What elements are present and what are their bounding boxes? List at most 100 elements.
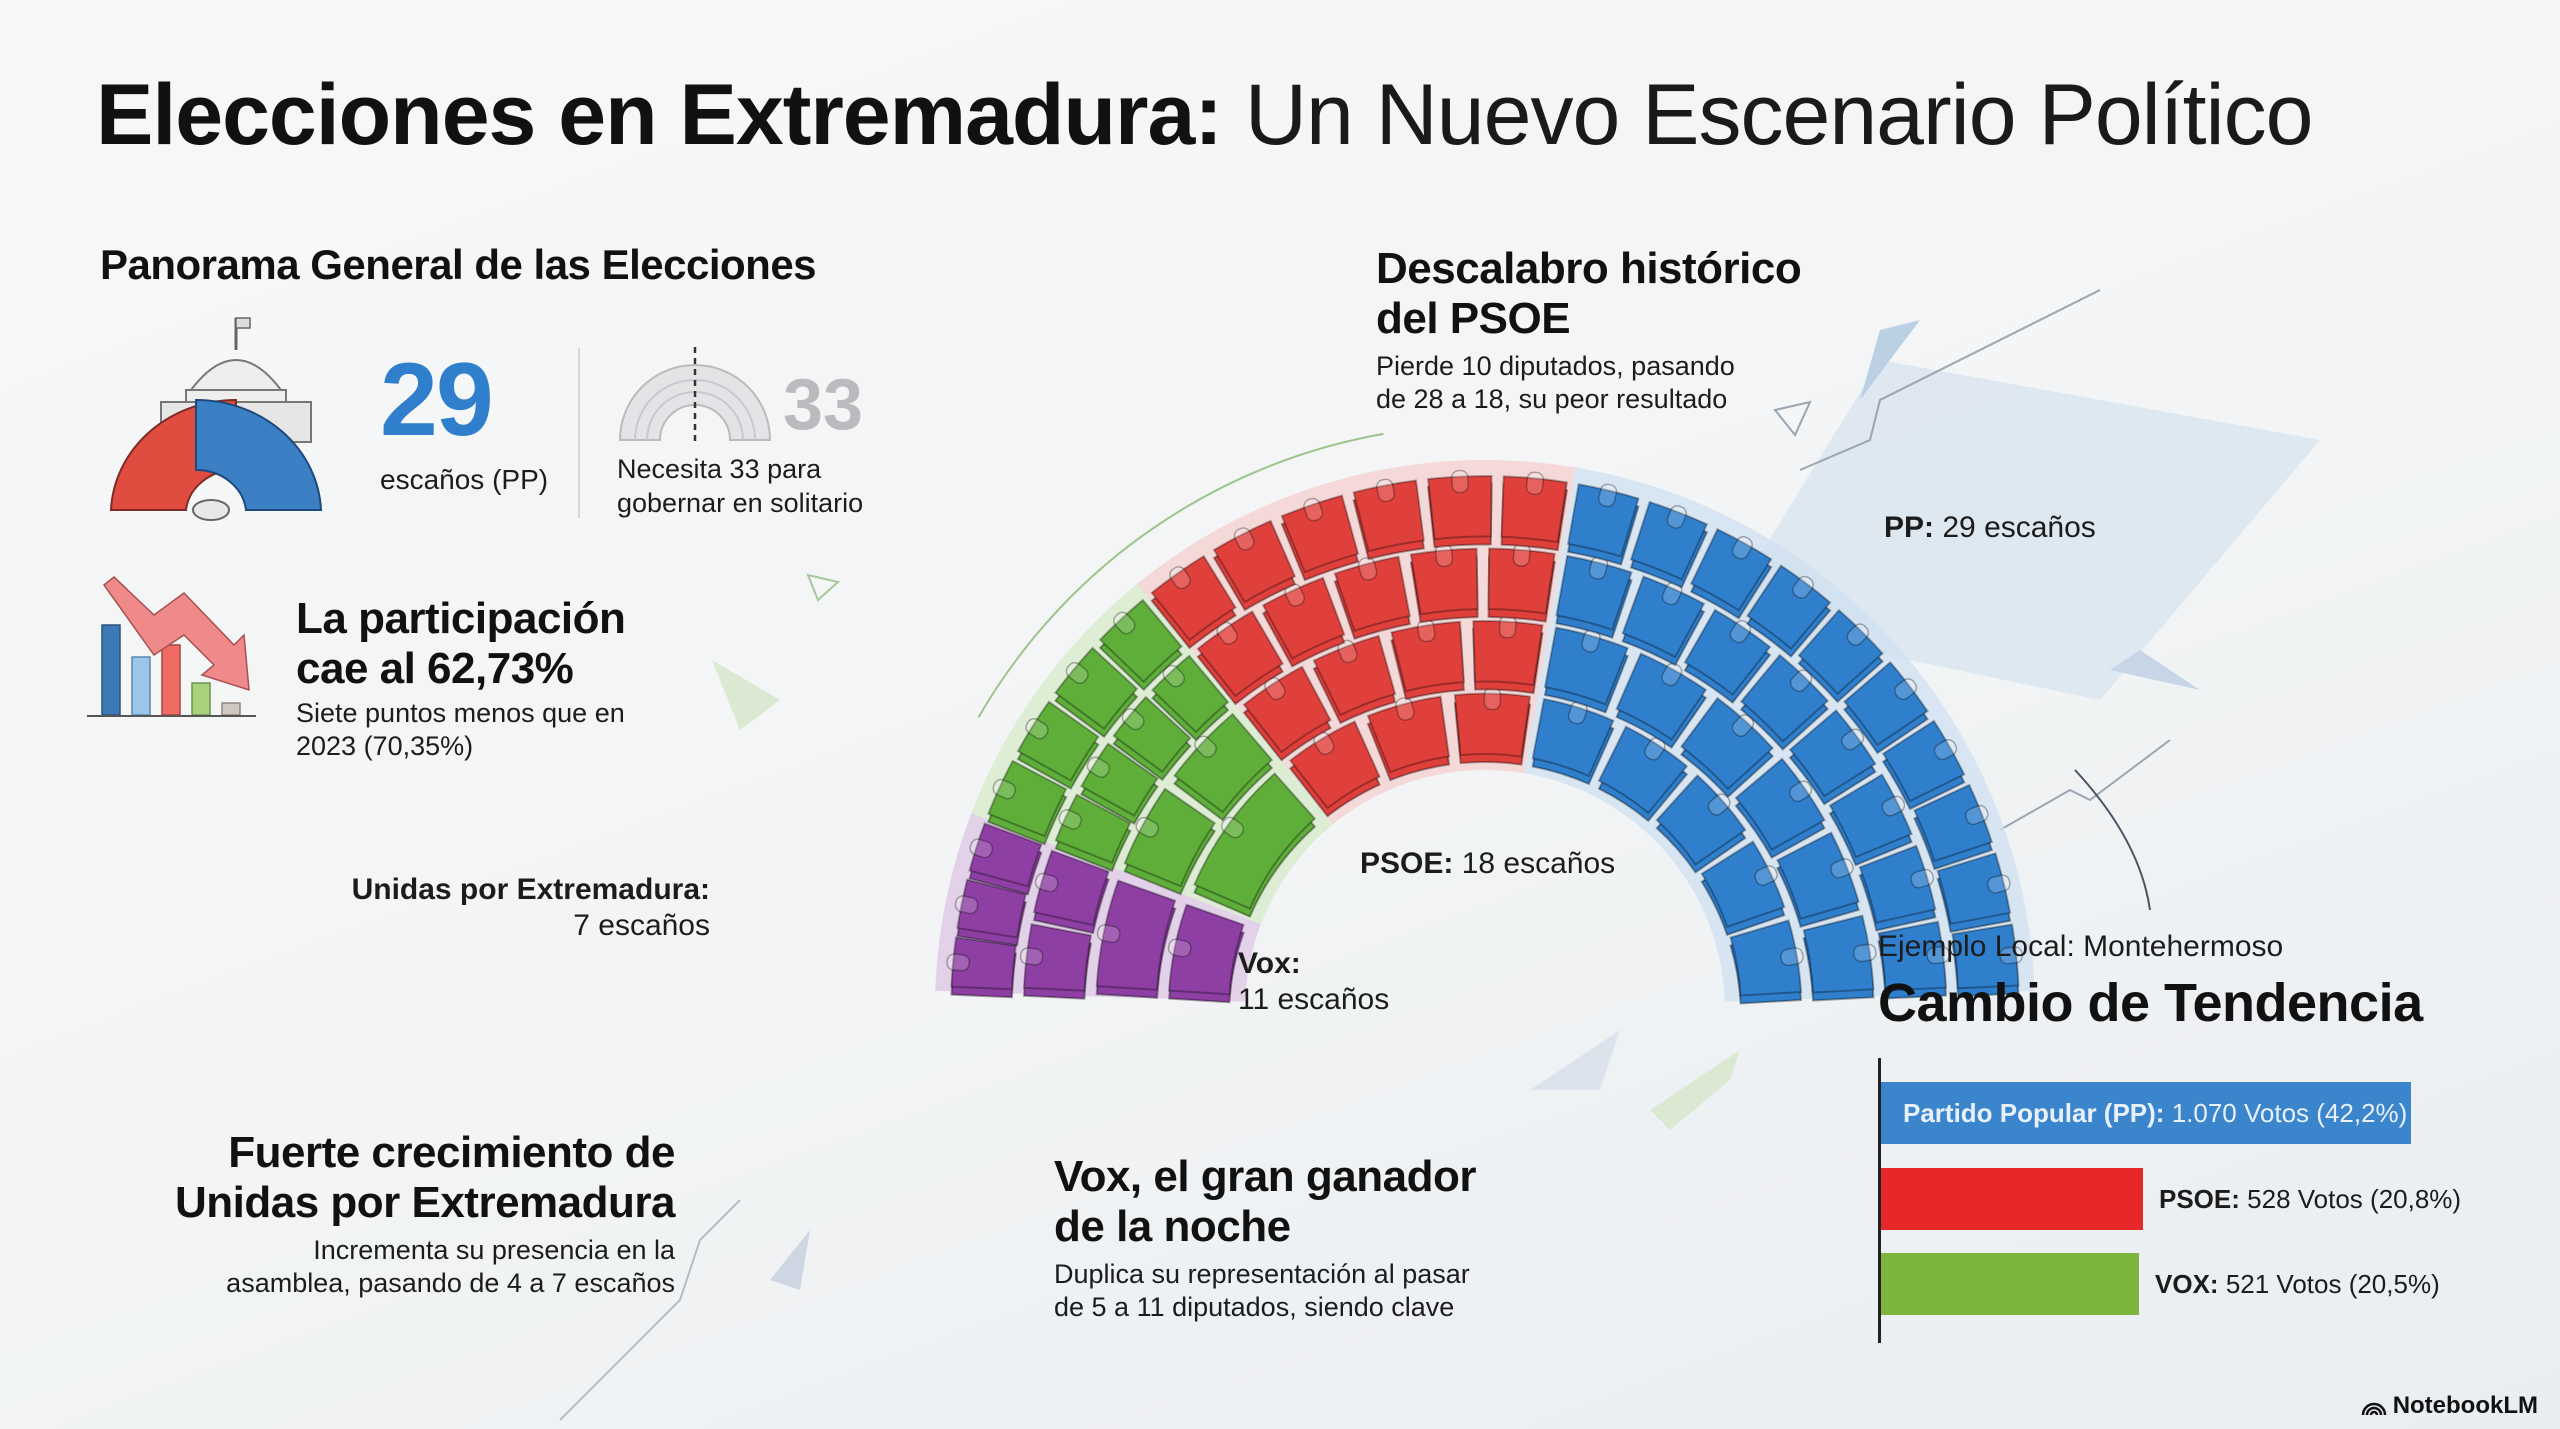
seat-label-psoe-count: 18 escaños [1461, 847, 1616, 880]
bar-vox [1881, 1253, 2139, 1315]
seat-pp [1555, 554, 1633, 632]
seat-vox [1112, 695, 1192, 774]
seat-pp [1615, 652, 1708, 742]
seat-label-unidas: Unidas por Extremadura: 7 escaños [300, 872, 710, 944]
seat-pp [1689, 527, 1773, 612]
decor-line-1 [1799, 289, 2101, 471]
seat-psoe-backrest [1169, 566, 1191, 590]
seat-unidas [956, 878, 1028, 939]
seat-vox [1054, 793, 1132, 865]
seat-psoe [1288, 720, 1381, 810]
seat-pp-backrest [1841, 728, 1865, 751]
seat-pp [1746, 564, 1832, 651]
unidas-caption: Incrementa su presencia en la asamblea, … [170, 1234, 675, 1300]
seat-pp-backrest [1597, 483, 1618, 508]
seat-pp [1802, 914, 1875, 994]
seat-vox-backrest [1058, 809, 1082, 830]
seat-pp-backrest [1731, 714, 1755, 737]
seat-pp [1951, 923, 2020, 990]
seat-pp [1881, 719, 1966, 803]
seat-vox [987, 759, 1068, 838]
seat-unidas-backrest [954, 895, 979, 915]
seat-pp [1621, 575, 1706, 659]
brand-name: NotebookLM [2392, 1392, 2538, 1419]
declining-chart-icon [87, 576, 256, 717]
seat-pp-backrest [1881, 795, 1906, 817]
bar-label-pp-party: Partido Popular (PP): [1903, 1098, 2165, 1128]
decor-arc-right [2074, 769, 2151, 911]
brand-watermark: NotebookLM [2361, 1392, 2538, 1420]
seat-label-unidas-count: 7 escaños [573, 909, 710, 942]
majority-caption-line2: gobernar en solitario [617, 488, 864, 518]
seat-unidas-backrest [1019, 947, 1044, 966]
bar-label-pp: Partido Popular (PP): 1.070 Votos (42,2%… [1903, 1082, 2407, 1144]
seat-pp-backrest [1789, 669, 1813, 693]
vox-caption-line1: Duplica su representación al pasar [1054, 1259, 1470, 1289]
seat-pp-backrest [1789, 780, 1813, 803]
seat-psoe [1409, 547, 1479, 616]
seat-pp [1739, 653, 1830, 743]
seat-unidas-backrest [1167, 938, 1192, 958]
bar-pp [1881, 1082, 2411, 1144]
vox-heading-line1: Vox, el gran ganador [1054, 1152, 1476, 1201]
seat-pp-backrest [1754, 865, 1778, 886]
seat-vox-backrest [1025, 717, 1049, 740]
seat-pp [1679, 696, 1775, 791]
seat-psoe [1333, 555, 1412, 633]
seat-psoe-backrest [1451, 469, 1469, 494]
seat-psoe [1390, 620, 1465, 693]
seat-label-psoe: PSOE: 18 escaños [1360, 846, 1615, 882]
turnout-caption-line1: Siete puntos menos que en [296, 698, 625, 728]
seat-unidas [968, 822, 1043, 888]
seat-unidas-backrest [946, 953, 970, 972]
seat-pp [1797, 608, 1884, 696]
seat-pp-backrest [1780, 947, 1804, 967]
seat-label-vox-count: 11 escaños [1238, 983, 1390, 1016]
page-title: Elecciones en Extremadura: Un Nuevo Esce… [96, 66, 2313, 165]
seat-label-pp-name: PP: [1884, 511, 1935, 544]
decor-triangle-outline-1 [1773, 400, 1812, 437]
seat-unidas [1095, 879, 1177, 991]
seat-vox [1079, 742, 1159, 817]
seat-pp [1734, 757, 1826, 851]
hemicycle-guide-arc [977, 432, 1384, 719]
seat-psoe-backrest [1233, 527, 1255, 551]
seat-psoe-backrest [1395, 697, 1415, 721]
seat-pp-backrest [1846, 623, 1870, 647]
psoe-heading-line2: del PSOE [1376, 294, 1571, 343]
seat-pp-backrest [1707, 793, 1731, 816]
vox-heading-line2: de la noche [1054, 1202, 1291, 1251]
decor-triangle-grey [1530, 1030, 1620, 1090]
capitol-parliament-icon [109, 317, 323, 521]
seat-psoe [1312, 634, 1397, 717]
seat-pp-backrest [1933, 739, 1958, 761]
psoe-heading-line1: Descalabro histórico [1376, 244, 1802, 293]
seat-psoe [1472, 620, 1544, 687]
decor-triangle-blue-2 [2110, 650, 2200, 690]
seat-pp-backrest [1792, 575, 1815, 599]
seat-vox-backrest [1220, 816, 1245, 839]
seat-vox [1150, 654, 1230, 734]
turnout-caption: Siete puntos menos que en 2023 (70,35%) [296, 697, 656, 763]
decor-triangle-outline-2 [806, 573, 841, 602]
seat-pp-backrest [1894, 678, 1918, 701]
seat-pp [1877, 920, 1947, 992]
bar-label-vox-party: VOX: [2155, 1269, 2219, 1299]
bar-label-psoe: PSOE: 528 Votos (20,8%) [2159, 1168, 2461, 1230]
turnout-heading-line2: cae al 62,73% [296, 644, 574, 693]
decor-triangle-green [712, 660, 780, 730]
seat-pp-backrest [1999, 946, 2024, 965]
seat-unidas [1022, 922, 1093, 992]
seat-vox-backrest [992, 778, 1017, 800]
seat-pp-backrest [1910, 868, 1935, 889]
seat-psoe [1352, 479, 1425, 553]
seat-pp-backrest [1986, 874, 2011, 894]
seat-psoe [1366, 695, 1451, 774]
seat-psoe [1280, 494, 1360, 574]
unidas-heading: Fuerte crecimiento de Unidas por Extrema… [100, 1128, 676, 1228]
decor-panel-blue [1720, 360, 2320, 700]
turnout-heading: La participación cae al 62,73% [296, 594, 626, 694]
seat-vox [1016, 700, 1100, 782]
